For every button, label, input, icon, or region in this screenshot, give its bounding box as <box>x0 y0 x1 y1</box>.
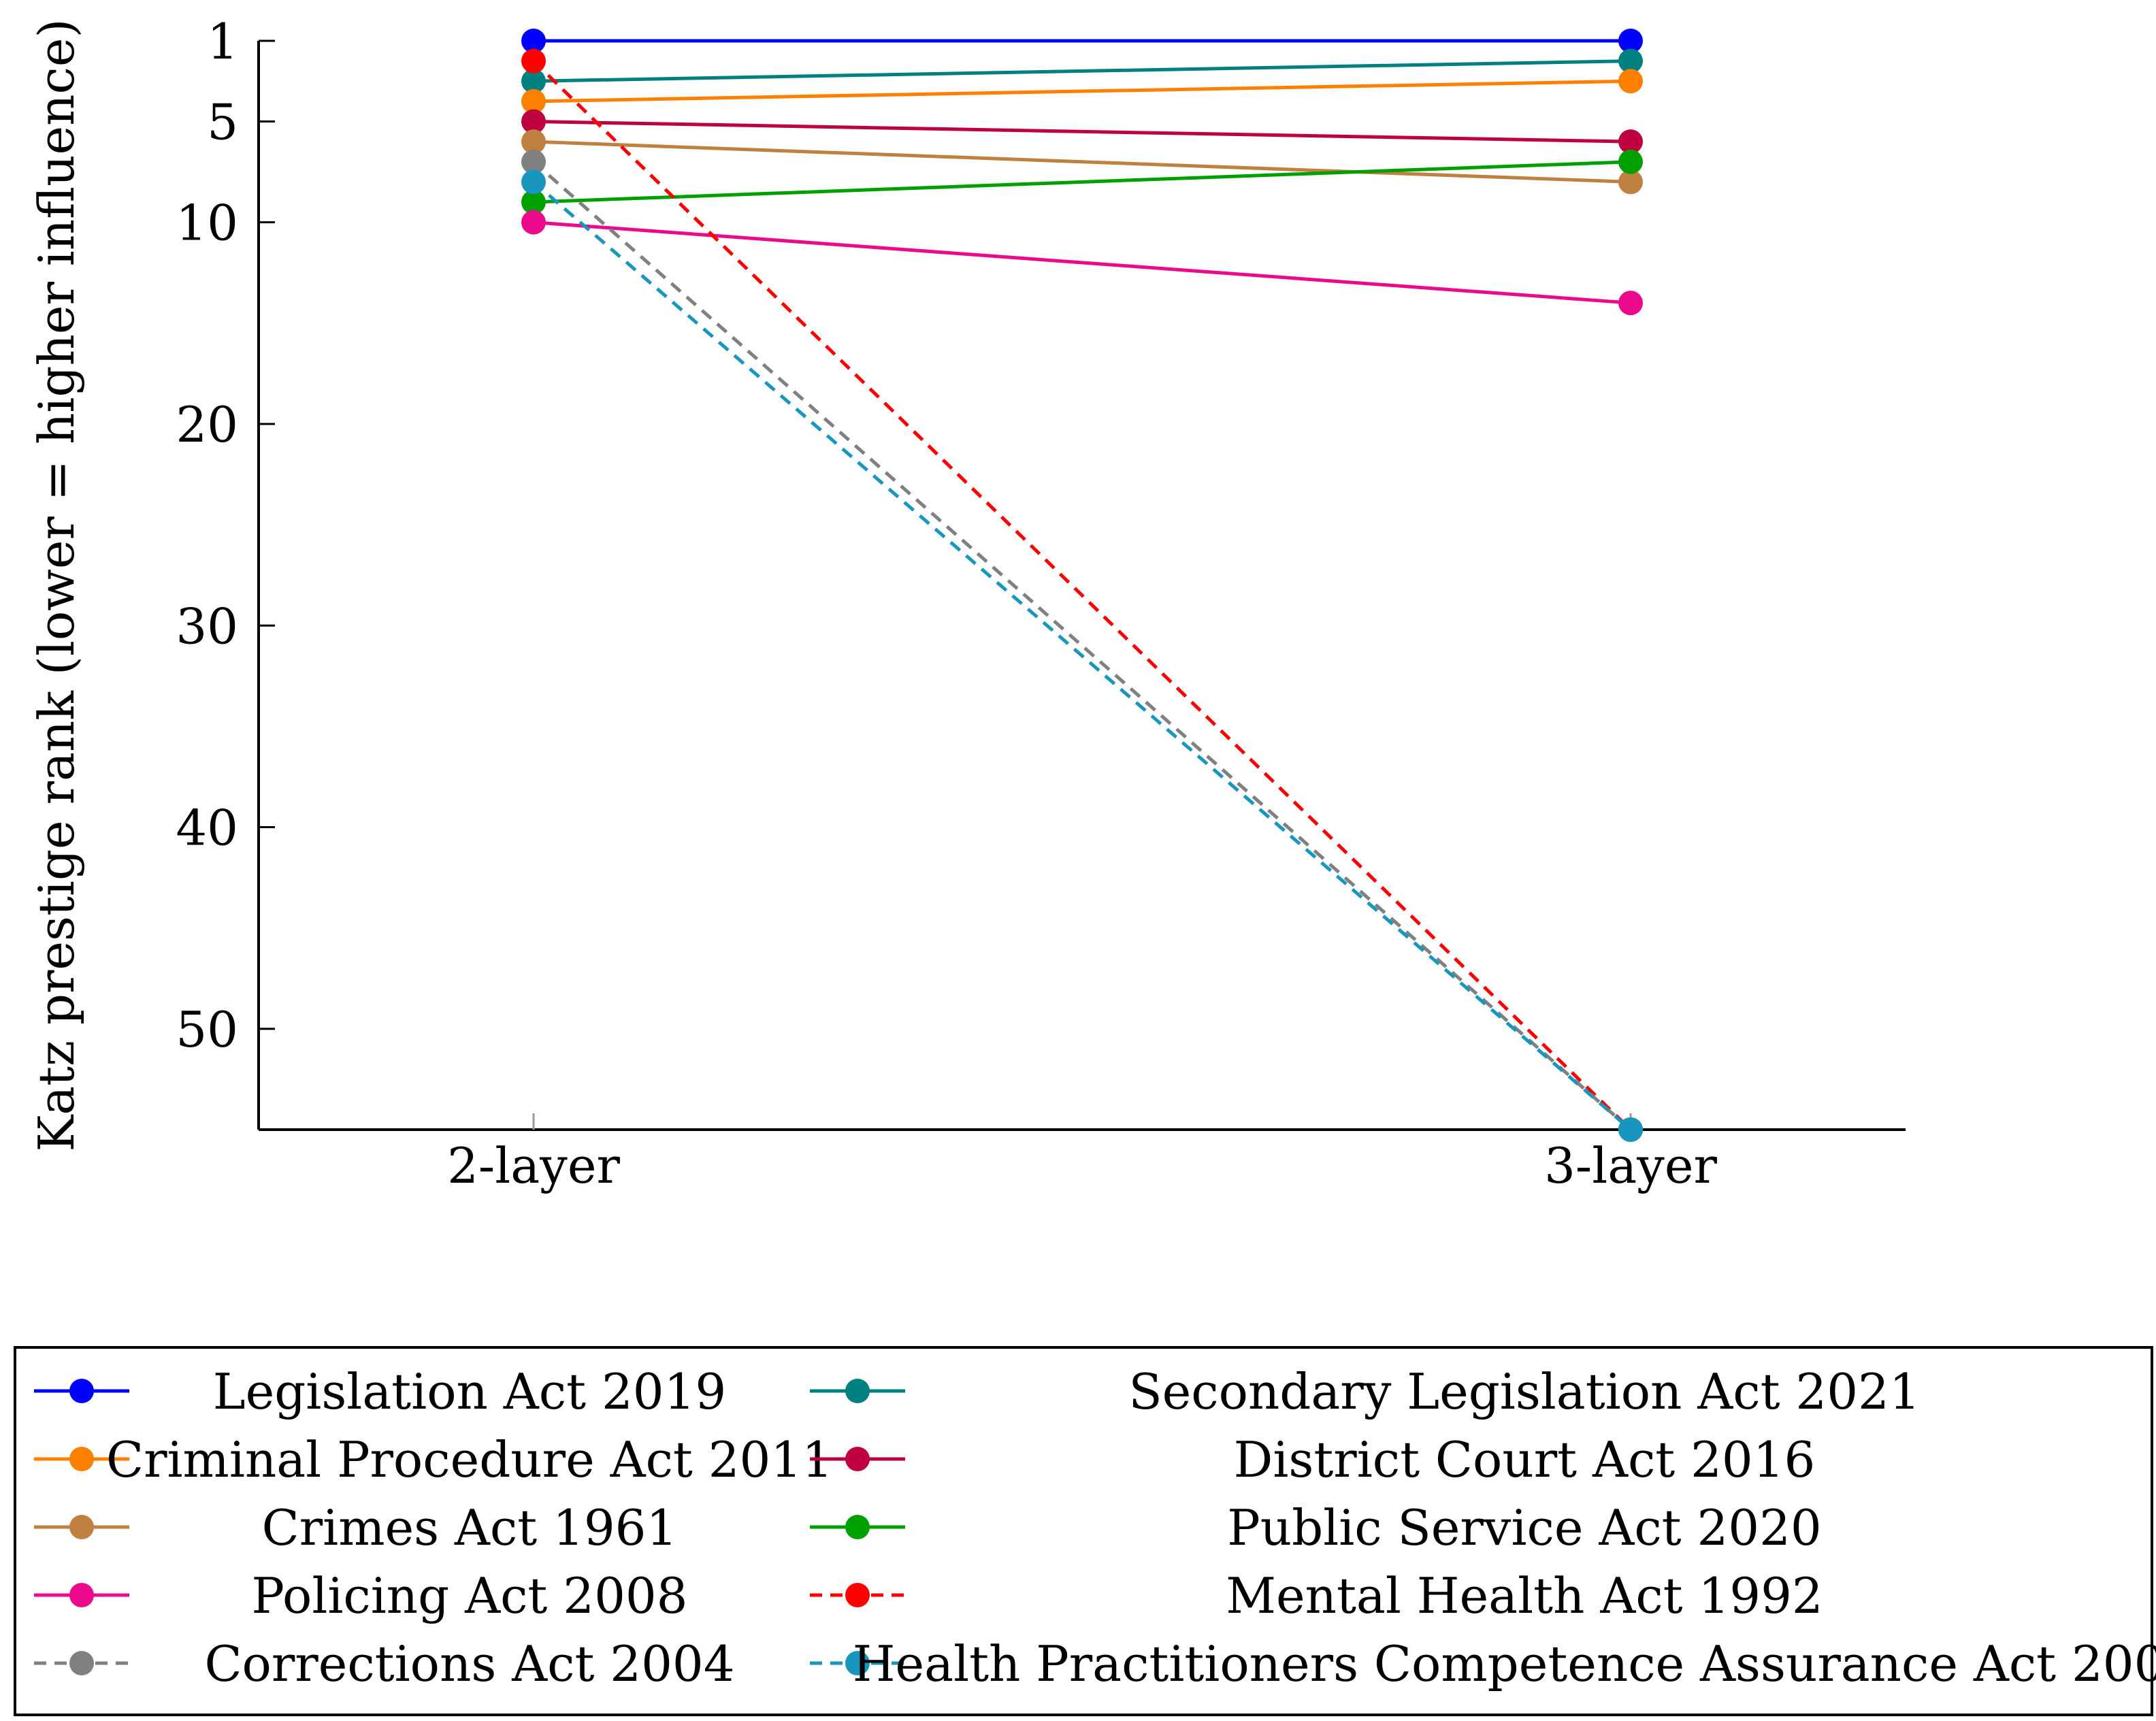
data-point-policing-act-2008 <box>521 210 546 235</box>
legend-entry-policing-act-2008: Policing Act 2008 <box>34 1567 688 1624</box>
legend-swatch-marker <box>845 1515 870 1539</box>
data-point-criminal-procedure-act-2011 <box>1618 69 1643 94</box>
data-point-legislation-act-2019 <box>1618 29 1643 53</box>
legend: Legislation Act 2019 Secondary Legislatio… <box>14 1346 2156 1716</box>
series-line-policing-act-2008 <box>533 220 1631 305</box>
legend-swatch-marker <box>845 1651 870 1675</box>
legend-label: Crimes Act 1961 <box>262 1499 678 1556</box>
series-line-health-practitioners-competence-assurance-act-2003 <box>532 180 1632 1131</box>
x-tick-label: 3-layer <box>1544 1137 1717 1194</box>
data-point-criminal-procedure-act-2011 <box>521 88 546 114</box>
legend-frame <box>14 1346 2153 1716</box>
legend-swatch-marker <box>845 1379 870 1403</box>
data-point-crimes-act-1961 <box>1618 169 1643 195</box>
series-line-secondary-legislation-act-2021 <box>533 59 1631 83</box>
data-point-corrections-act-2004 <box>521 149 546 174</box>
y-tick-label: 1 <box>207 13 238 70</box>
legend-label: Public Service Act 2020 <box>1227 1499 1821 1556</box>
legend-entry-criminal-procedure-act-2011: Criminal Procedure Act 2011 <box>34 1431 833 1488</box>
series-line-criminal-procedure-act-2011 <box>533 79 1631 103</box>
legend-label: Corrections Act 2004 <box>204 1635 734 1692</box>
series-line-district-court-act-2016 <box>533 120 1631 144</box>
legend-swatch-marker <box>69 1379 94 1403</box>
legend-label: Mental Health Act 1992 <box>1226 1567 1823 1624</box>
legend-swatch-marker <box>845 1447 870 1471</box>
y-tick-label: 40 <box>176 800 238 857</box>
legend-label: Criminal Procedure Act 2011 <box>106 1431 833 1488</box>
x-tick-label: 2-layer <box>447 1137 620 1194</box>
series-line-corrections-act-2004 <box>532 160 1632 1131</box>
legend-entry-corrections-act-2004: Corrections Act 2004 <box>34 1635 735 1692</box>
legend-swatch-marker <box>69 1651 94 1675</box>
y-tick-label: 50 <box>176 1001 238 1058</box>
series-layer <box>532 39 1632 1131</box>
ticks-layer: 1 5 10 20 30 40 50 2-layer 3-layer <box>176 13 1717 1194</box>
data-point-legislation-act-2019 <box>521 29 546 53</box>
legend-label: Legislation Act 2019 <box>213 1363 726 1420</box>
data-point-policing-act-2008 <box>1618 291 1643 316</box>
data-point-public-service-act-2020 <box>1618 149 1643 174</box>
data-point-secondary-legislation-act-2021 <box>521 69 546 94</box>
series-line-mental-health-act-1992 <box>532 59 1632 1131</box>
legend-label: Secondary Legislation Act 2021 <box>1128 1363 1920 1420</box>
data-point-crimes-act-1961 <box>521 129 546 154</box>
markers-layer <box>521 29 1643 1142</box>
y-tick-label: 10 <box>176 195 238 252</box>
series-line-public-service-act-2020 <box>533 160 1631 204</box>
data-point-mental-health-act-1992 <box>521 48 546 73</box>
data-point-public-service-act-2020 <box>521 190 546 215</box>
legend-label: District Court Act 2016 <box>1234 1431 1816 1488</box>
legend-label: Policing Act 2008 <box>251 1567 687 1624</box>
data-point-secondary-legislation-act-2021 <box>1618 48 1643 73</box>
data-point-district-court-act-2016 <box>1618 129 1643 154</box>
legend-entry-health-practitioners-competence-assurance-act-2003: Health Practitioners Competence Assuranc… <box>810 1635 2156 1692</box>
legend-entry-district-court-act-2016: District Court Act 2016 <box>810 1431 1815 1488</box>
legend-swatch-marker <box>69 1515 94 1539</box>
legend-entry-crimes-act-1961: Crimes Act 1961 <box>34 1499 677 1556</box>
data-point-district-court-act-2016 <box>521 109 546 134</box>
legend-swatch-marker <box>69 1447 94 1471</box>
legend-entry-legislation-act-2019: Legislation Act 2019 <box>34 1363 726 1420</box>
y-tick-label: 5 <box>207 94 238 151</box>
legend-swatch-marker <box>845 1583 870 1607</box>
y-tick-label: 20 <box>176 396 238 453</box>
series-line-crimes-act-1961 <box>533 140 1631 184</box>
legend-label: Health Practitioners Competence Assuranc… <box>853 1635 2156 1692</box>
y-tick-label: 30 <box>176 597 238 655</box>
legend-entry-mental-health-act-1992: Mental Health Act 1992 <box>810 1567 1823 1624</box>
data-point-health-practitioners-competence-assurance-act-2003 <box>1618 1117 1643 1142</box>
data-point-health-practitioners-competence-assurance-act-2003 <box>521 169 546 195</box>
axes-layer <box>257 41 1906 1131</box>
legend-entry-secondary-legislation-act-2021: Secondary Legislation Act 2021 <box>810 1363 1921 1420</box>
y-axis-label: Katz prestige rank (lower = higher influ… <box>28 18 85 1151</box>
legend-swatch-marker <box>69 1583 94 1607</box>
legend-entry-public-service-act-2020: Public Service Act 2020 <box>810 1499 1822 1556</box>
